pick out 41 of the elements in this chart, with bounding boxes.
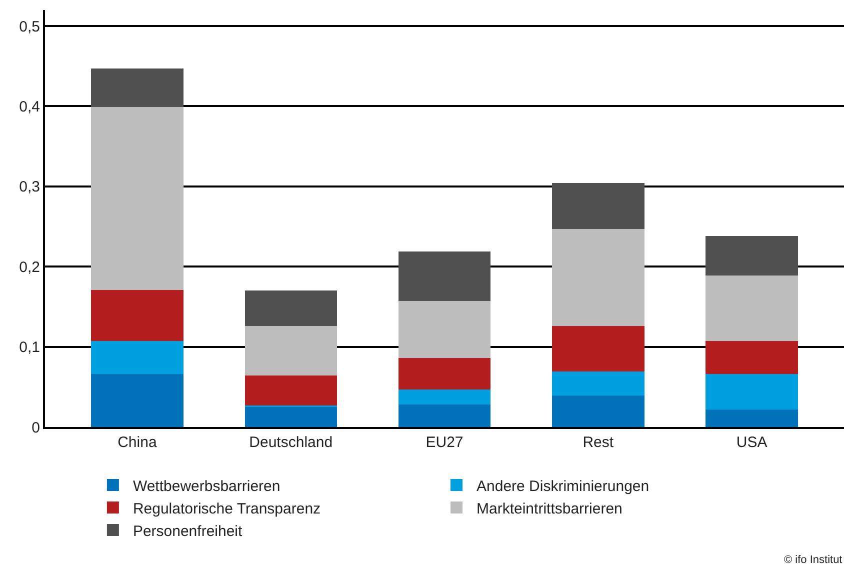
bar <box>398 404 491 427</box>
y-tick-label: 0,5 <box>19 18 40 36</box>
bar <box>91 374 184 427</box>
x-tick-label: Rest <box>582 434 614 451</box>
bar <box>398 389 491 405</box>
y-tick-label: 0,1 <box>19 339 40 356</box>
legend-label: Regulatorische Transparenz <box>132 500 321 518</box>
bar <box>91 341 184 374</box>
bar <box>706 236 798 276</box>
bar <box>706 374 798 410</box>
bar <box>706 275 798 342</box>
bar <box>552 228 644 326</box>
bar <box>244 326 337 376</box>
legend-label: Andere Diskriminierungen <box>476 478 650 495</box>
bar <box>552 326 644 372</box>
text: © ifo Institut <box>784 554 842 566</box>
bar <box>244 290 337 326</box>
legend-label: Wettbewerbsbarrieren <box>132 478 280 495</box>
bar <box>552 183 644 229</box>
x-tick-label: EU27 <box>426 434 464 451</box>
x-tick-label: Deutschland <box>249 434 333 451</box>
x-tick-label: USA <box>736 434 768 451</box>
y-tick-label: 0,3 <box>19 178 40 196</box>
bar <box>706 409 798 427</box>
bar <box>91 290 184 342</box>
legend-label: Personenfreiheit <box>132 522 244 540</box>
y-tick-label: 0,2 <box>19 258 40 276</box>
y-tick-label: 0 <box>32 419 40 436</box>
bar <box>552 396 644 427</box>
legend-label: Markteintrittsbarrieren <box>476 500 622 518</box>
bar <box>244 406 337 427</box>
bar <box>398 358 491 390</box>
bar <box>398 301 491 358</box>
bar <box>398 251 491 302</box>
bar <box>552 372 644 396</box>
bar <box>91 107 184 290</box>
bar <box>706 341 798 374</box>
x-tick-label: China <box>118 434 158 451</box>
bar <box>91 68 184 108</box>
bar <box>244 376 337 406</box>
y-tick-label: 0,4 <box>19 98 40 116</box>
